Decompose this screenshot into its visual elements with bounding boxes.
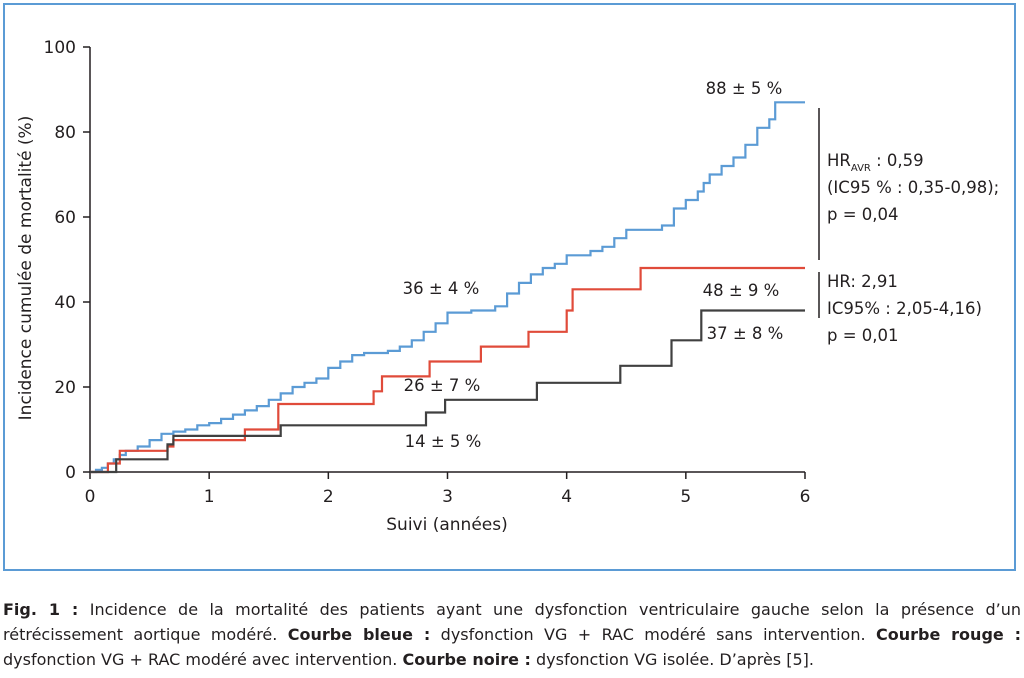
x-ticks: 0 1 2 3 4 5 6 [85,472,811,507]
figure-caption: Fig. 1 : Incidence de la mortalité des p… [3,597,1021,672]
x-tick-label: 6 [800,487,811,507]
y-ticks: 0 20 40 60 80 100 [44,38,90,483]
mortality-chart: 0 20 40 60 80 100 0 1 2 3 4 5 6 Suivi (années) Inci… [16,38,999,535]
caption-red-text: dysfonction VG + RAC modéré avec interve… [3,650,403,669]
hr1-value: : 0,59 [871,151,924,170]
y-tick-label: 20 [54,378,76,398]
hr2-line3: p = 0,01 [827,326,899,345]
caption-black-label: Courbe noire : [402,650,531,669]
x-tick-label: 5 [680,487,691,507]
y-axis-label: Incidence cumulée de mortalité (%) [16,116,36,421]
y-tick-label: 100 [44,38,76,58]
caption-red-label: Courbe rouge : [875,625,1022,644]
annotation-blue-mid: 36 ± 4 % [403,279,480,298]
hr1-line3: p = 0,04 [827,205,899,224]
hr2-line1: HR: 2,91 [827,272,898,291]
hr1-line1: HRAVR : 0,59 [827,151,924,174]
y-tick-label: 60 [54,208,76,228]
annotation-red-mid: 26 ± 7 % [404,376,481,395]
x-tick-label: 0 [85,487,96,507]
hr1-line2: (IC95 % : 0,35-0,98); [827,178,999,197]
axes: 0 20 40 60 80 100 0 1 2 3 4 5 6 [44,38,811,507]
annotation-blue-final: 88 ± 5 % [706,79,783,98]
y-tick-label: 0 [65,463,76,483]
caption-blue-label: Courbe bleue : [287,625,431,644]
hr1-subscript: AVR [851,163,871,174]
caption-blue-text: dysfonction VG + RAC modéré sans interve… [430,625,876,644]
figure-frame [3,3,1016,571]
x-tick-label: 3 [442,487,453,507]
caption-black-text: dysfonction VG isolée. D’après [5]. [530,650,814,669]
x-tick-label: 4 [561,487,572,507]
annotation-black-final: 37 ± 8 % [707,324,784,343]
y-tick-label: 40 [54,293,76,313]
annotation-red-final: 48 ± 9 % [703,281,780,300]
series-blue-curve [90,101,805,474]
x-tick-label: 2 [323,487,334,507]
series-black-curve [90,309,805,474]
annotation-black-mid: 14 ± 5 % [405,432,482,451]
y-tick-label: 80 [54,123,76,143]
hr1-prefix: HR [827,151,851,170]
x-axis-label: Suivi (années) [386,515,507,535]
x-tick-label: 1 [204,487,215,507]
caption-fig-label: Fig. 1 : [3,600,79,619]
series-layer [90,101,805,474]
caption-intro: Incidence de la mortalité des patients a… [3,600,1021,644]
series-red-curve [90,266,805,474]
hr2-line2: IC95% : 2,05-4,16) [827,299,982,318]
